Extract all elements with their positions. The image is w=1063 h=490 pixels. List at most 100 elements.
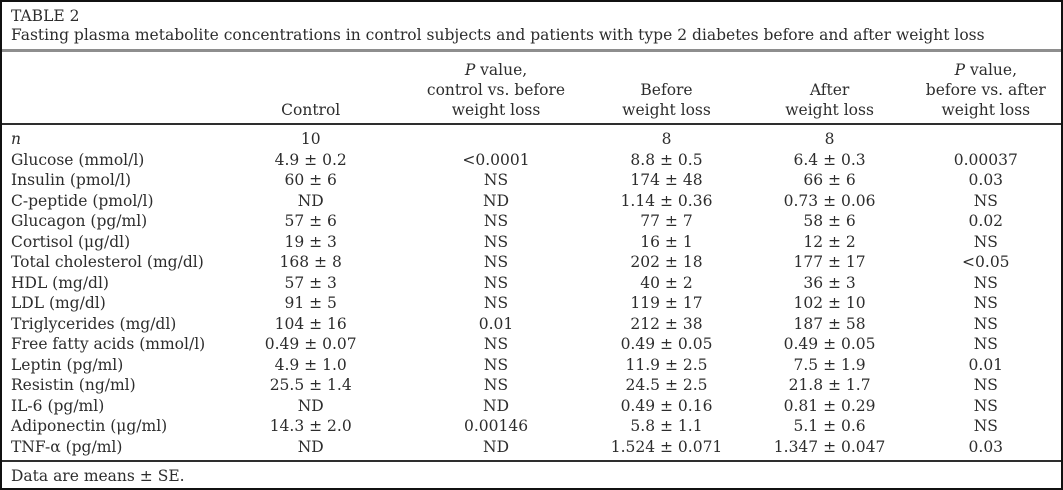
header-row: Control P value, control vs. before weig… [2,52,1061,125]
value-cell: NS [483,232,509,251]
row-label: C-peptide (pmol/l) [11,191,154,210]
value-cell: NS [483,294,509,312]
value-cell: 0.49 ± 0.16 [620,396,713,415]
value-cell: 40 ± 2 [640,273,693,292]
column-header-before-weight-loss: Before weight loss [584,52,749,125]
header-line: Before [640,81,693,99]
table-row: HDL (mg/dl) 57 ± 3 NS 40 ± 2 36 ± 3 NS [2,273,1061,294]
value-cell: NS [483,253,509,271]
value-cell: 14.3 ± 2.0 [269,417,352,435]
value-cell: 168 ± 8 [279,253,342,271]
value-cell: 1.524 ± 0.071 [610,437,723,456]
header-line-rest: value, [475,61,528,79]
value-cell: 102 ± 10 [793,294,866,312]
value-cell: 104 ± 16 [274,314,347,333]
table-row: n 10 8 8 [2,124,1061,150]
row-label: TNF-α (pg/ml) [11,437,123,456]
row-label: Glucose (mmol/l) [11,150,145,169]
value-cell: 0.03 [968,437,1004,456]
value-cell: 1.347 ± 0.047 [773,437,886,456]
column-header-empty [2,52,214,125]
row-label: IL-6 (pg/ml) [11,396,105,415]
value-cell: NS [973,232,998,251]
row-label: Insulin (pmol/l) [11,171,132,189]
value-cell: 8 [661,130,672,148]
value-cell: 0.03 [968,171,1004,189]
value-cell: 57 ± 3 [284,273,337,292]
row-label: HDL (mg/dl) [11,273,109,292]
table-row: TNF-α (pg/ml) ND ND 1.524 ± 0.071 1.347 ± 0.… [2,437,1061,461]
value-cell: 36 ± 3 [803,273,856,292]
value-cell: <0.05 [962,253,1010,271]
value-cell [408,124,585,150]
value-cell: NS [973,294,998,312]
value-cell: 10 [300,130,321,148]
value-cell: 16 ± 1 [640,232,693,251]
value-cell: 91 ± 5 [284,294,337,312]
table-header: Control P value, control vs. before weig… [2,52,1061,125]
header-line: P value, [913,60,1059,80]
value-cell: 212 ± 38 [630,314,703,333]
value-cell: 0.49 ± 0.05 [620,335,713,353]
value-cell: 119 ± 17 [630,294,703,312]
column-header-p-control-vs-before: P value, control vs. before weight loss [407,52,585,125]
value-cell: 174 ± 48 [630,171,703,189]
value-cell: 187 ± 58 [793,314,866,333]
column-header-p-before-vs-after: P value, before vs. after weight loss [910,52,1061,125]
table-row: Free fatty acids (mmol/l) 0.49 ± 0.07 NS 0.… [2,334,1061,355]
row-label: Leptin (pg/ml) [11,355,124,374]
value-cell: 57 ± 6 [284,212,337,230]
table-row: Adiponectin (μg/ml) 14.3 ± 2.0 0.00146 5.8 … [2,416,1061,437]
value-cell: NS [483,273,509,292]
header-line: weight loss [622,101,711,119]
value-cell: 24.5 ± 2.5 [625,376,708,394]
row-label: Cortisol (μg/dl) [11,232,131,251]
header-line: Control [281,101,341,119]
value-cell: NS [483,171,509,189]
value-cell: 77 ± 7 [640,212,693,230]
header-line: control vs. before [426,81,566,99]
value-cell: 0.01 [968,355,1004,374]
value-cell: ND [483,396,510,415]
value-cell: 21.8 ± 1.7 [788,376,871,394]
column-header-control: Control [213,52,408,125]
value-cell: NS [973,396,998,415]
table-row: Insulin (pmol/l) 60 ± 6 NS 174 ± 48 66 ± 6 0.… [2,170,1061,191]
value-cell: 60 ± 6 [284,171,337,189]
header-line: After [809,81,850,99]
row-label: Glucagon (pg/ml) [11,212,148,230]
value-cell: NS [973,376,998,394]
value-cell: 0.49 ± 0.05 [783,335,876,353]
value-cell: NS [973,191,998,210]
value-cell: 1.14 ± 0.36 [620,191,713,210]
row-label: Triglycerides (mg/dl) [11,314,177,333]
table-heading-block: TABLE 2 Fasting plasma metabolite concen… [2,2,1061,49]
table-number: TABLE 2 [11,7,80,25]
row-label: LDL (mg/dl) [11,294,106,312]
value-cell: NS [483,212,509,230]
row-label: Free fatty acids (mmol/l) [11,335,206,353]
value-cell: 11.9 ± 2.5 [625,355,708,374]
value-cell: 19 ± 3 [284,232,337,251]
header-line: weight loss [941,101,1031,119]
table-row: Glucose (mmol/l) 4.9 ± 0.2 <0.0001 8.8 ± 0.… [2,150,1061,171]
table-footnote: Data are means ± SE. [11,467,185,485]
table-row: C-peptide (pmol/l) ND ND 1.14 ± 0.36 0.73 ± … [2,191,1061,212]
value-cell: 4.9 ± 1.0 [274,355,347,374]
p-italic: P [464,61,476,79]
value-cell: ND [297,437,324,456]
caption-divider [2,49,1061,52]
value-cell: 7.5 ± 1.9 [793,355,866,374]
value-cell: 4.9 ± 0.2 [274,150,347,169]
value-cell: ND [483,437,510,456]
value-cell: <0.0001 [462,150,530,169]
row-label: Total cholesterol (mg/dl) [11,253,204,271]
row-label: Adiponectin (μg/ml) [11,417,168,435]
value-cell: 0.00146 [463,417,529,435]
value-cell: ND [297,191,324,210]
value-cell: 66 ± 6 [803,171,856,189]
value-cell: 0.81 ± 0.29 [783,396,876,415]
value-cell: 8.8 ± 0.5 [630,150,703,169]
header-line-rest: value, [965,61,1017,79]
